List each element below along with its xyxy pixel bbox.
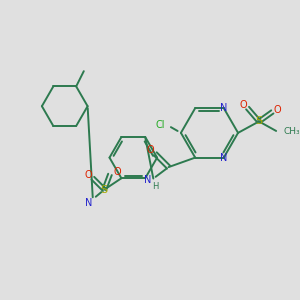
Text: O: O [239, 100, 247, 110]
Text: O: O [84, 170, 92, 180]
Text: N: N [85, 198, 93, 208]
Text: O: O [147, 145, 154, 155]
Text: N: N [144, 176, 151, 185]
Text: S: S [255, 116, 262, 126]
Text: S: S [101, 185, 108, 195]
Text: O: O [273, 105, 281, 115]
Text: H: H [152, 182, 158, 191]
Text: Cl: Cl [155, 120, 165, 130]
Text: N: N [220, 103, 227, 113]
Text: O: O [114, 167, 122, 177]
Text: CH₃: CH₃ [284, 128, 300, 136]
Text: N: N [220, 153, 227, 163]
